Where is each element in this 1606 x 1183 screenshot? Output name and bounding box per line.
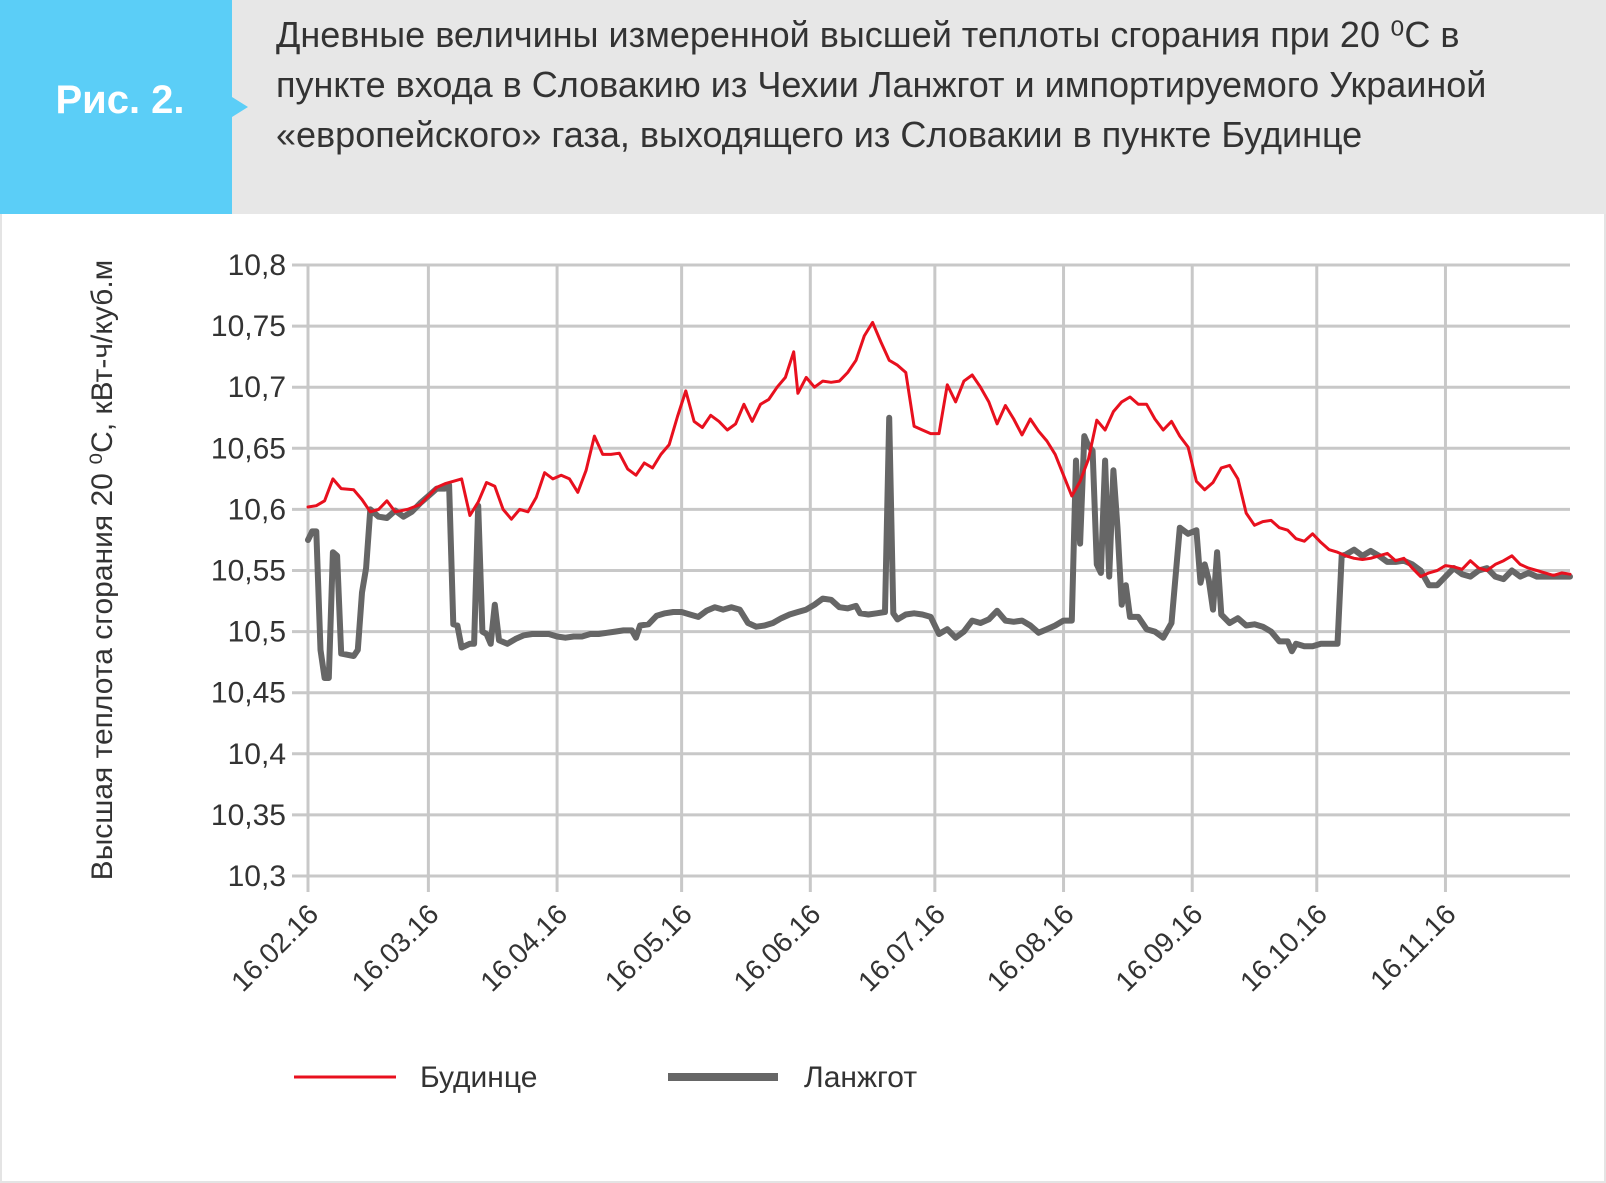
x-tick-label: 16.03.16 bbox=[346, 898, 445, 997]
legend-lanzhgot-label: Ланжгот bbox=[804, 1061, 917, 1094]
y-tick-labels: 10,8 10,75 10,7 10,65 10,6 10,55 10,5 10,45 10,4… bbox=[211, 249, 286, 893]
figure-label-tab-shape bbox=[0, 0, 248, 214]
y-tick-label: 10,35 bbox=[211, 799, 286, 832]
y-tick-label: 10,65 bbox=[211, 432, 286, 465]
x-tick-label: 16.10.16 bbox=[1234, 898, 1333, 997]
x-tick-label: 16.02.16 bbox=[225, 898, 324, 997]
x-tick-label: 16.07.16 bbox=[852, 898, 951, 997]
x-tick-label: 16.04.16 bbox=[474, 898, 573, 997]
y-tick-label: 10,45 bbox=[211, 677, 286, 710]
y-tick-label: 10,75 bbox=[211, 310, 286, 343]
chart-grid bbox=[292, 263, 1570, 892]
y-tick-label: 10,7 bbox=[228, 371, 286, 404]
chart-series bbox=[305, 320, 1573, 681]
series-line-budince bbox=[306, 320, 1572, 579]
y-axis-label: Высшая теплота сгорания 20 ⁰С, кВт-ч/куб… bbox=[86, 260, 119, 881]
y-tick-label: 10,3 bbox=[228, 860, 286, 893]
x-tick-label: 16.05.16 bbox=[599, 898, 698, 997]
x-tick-label: 16.08.16 bbox=[981, 898, 1080, 997]
chart-legend: Будинце Ланжгот bbox=[294, 1061, 917, 1094]
y-tick-label: 10,6 bbox=[228, 493, 286, 526]
y-tick-label: 10,8 bbox=[228, 249, 286, 282]
y-tick-label: 10,4 bbox=[228, 738, 286, 771]
figure-label-tab bbox=[0, 0, 248, 214]
figure-title: Дневные величины измеренной высшей тепло… bbox=[276, 14, 1487, 155]
figure-label: Рис. 2. bbox=[55, 78, 185, 122]
x-tick-label: 16.11.16 bbox=[1364, 898, 1462, 996]
legend-budince-label: Будинце bbox=[420, 1061, 537, 1094]
figure-header: Рис. 2. Дневные величины измеренной высш… bbox=[0, 0, 1606, 214]
line-chart: 10,8 10,75 10,7 10,65 10,6 10,55 10,5 10,45 10,4… bbox=[86, 249, 1573, 1094]
x-tick-label: 16.09.16 bbox=[1109, 898, 1208, 997]
y-tick-label: 10,5 bbox=[228, 616, 286, 649]
x-tick-labels: 16.02.16 16.03.16 16.04.16 16.05.16 16.06.16… bbox=[225, 898, 1461, 997]
series-line-lanzhgot bbox=[305, 414, 1573, 681]
x-tick-label: 16.06.16 bbox=[728, 898, 827, 997]
y-tick-label: 10,55 bbox=[211, 555, 286, 588]
